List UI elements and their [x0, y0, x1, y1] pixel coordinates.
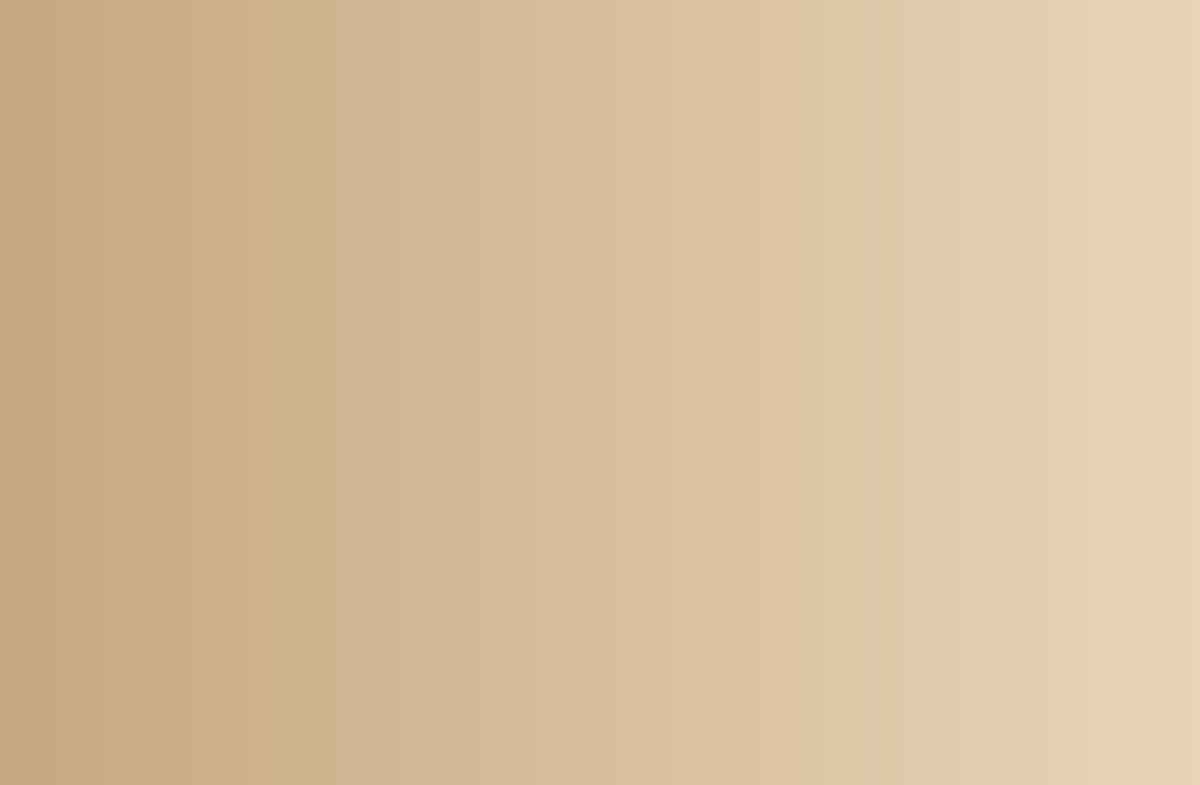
Text: H: H: [602, 230, 628, 259]
Text: sp³-sp³: sp³-sp³: [191, 413, 244, 428]
FancyBboxPatch shape: [263, 398, 343, 443]
FancyBboxPatch shape: [263, 306, 343, 351]
Text: C: C: [565, 438, 588, 467]
Text: H: H: [533, 311, 558, 340]
Bar: [619, 476, 696, 514]
Text: H: H: [404, 384, 430, 413]
Text: .: .: [554, 314, 566, 343]
FancyBboxPatch shape: [178, 352, 258, 396]
Text: H: H: [870, 380, 895, 409]
Bar: [805, 476, 882, 514]
FancyBboxPatch shape: [263, 352, 343, 396]
Text: C: C: [596, 380, 618, 409]
Text: H: H: [448, 519, 473, 548]
Text: C: C: [774, 380, 797, 409]
Bar: [677, 325, 762, 367]
FancyBboxPatch shape: [178, 260, 258, 305]
Text: sp³-1s: sp³-1s: [194, 321, 241, 336]
Text: Orbitals:: Orbitals:: [180, 244, 257, 262]
Text: sp-1s: sp-1s: [282, 321, 323, 336]
Text: sp-sp²: sp-sp²: [280, 367, 326, 382]
FancyBboxPatch shape: [178, 306, 258, 351]
FancyBboxPatch shape: [263, 260, 343, 305]
Text: C: C: [492, 438, 514, 467]
Text: sp-sp³: sp-sp³: [280, 275, 326, 290]
Text: C: C: [682, 380, 703, 409]
Text: sp-sp: sp-sp: [197, 367, 238, 382]
FancyBboxPatch shape: [178, 398, 258, 443]
Text: Identify the orbitals that are involved in each of the indicated bonds.: Identify the orbitals that are involved …: [162, 115, 782, 133]
Text: H: H: [571, 519, 596, 548]
Text: sp²-1s: sp²-1s: [194, 275, 241, 290]
Text: sp²-sp²: sp²-sp²: [276, 413, 329, 428]
